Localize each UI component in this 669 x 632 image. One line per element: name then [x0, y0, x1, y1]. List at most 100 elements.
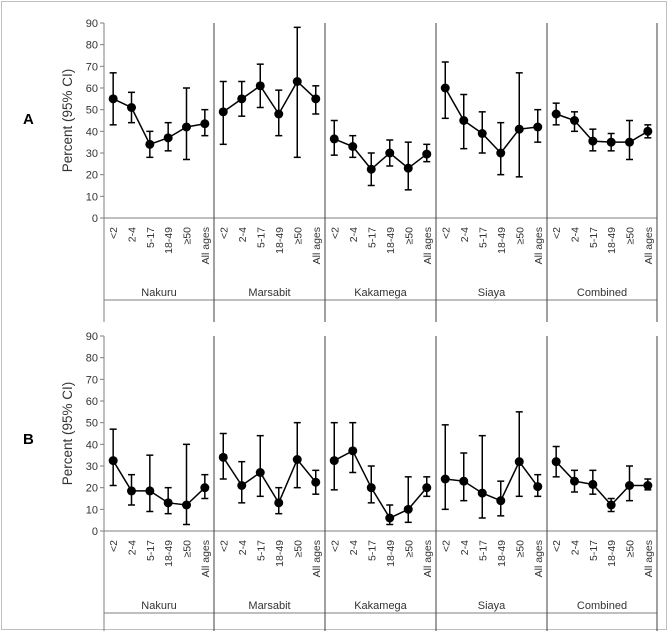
category-label: 5-17	[588, 540, 600, 561]
group-combined: <2 2-4 5-17 18-49 ≥50 All ages Combined	[551, 445, 655, 612]
y-axis-title: Percent (95% CI)	[60, 382, 75, 486]
data-point	[385, 148, 395, 158]
series-line	[222, 80, 317, 116]
data-point	[200, 483, 210, 493]
data-point	[145, 139, 155, 149]
category-label: 18-49	[163, 227, 175, 254]
category-label: <2	[551, 227, 563, 239]
site-label: Siaya	[478, 287, 506, 299]
group-marsabit: <2 2-4 5-17 18-49 ≥50 All ages Marsabit	[218, 421, 323, 612]
y-tick-label: 50	[86, 418, 98, 430]
data-point	[570, 476, 579, 486]
category-label: 18-49	[274, 540, 286, 567]
panel-label: A	[23, 111, 34, 128]
category-label: <2	[108, 540, 120, 552]
data-point	[218, 107, 228, 117]
category-label: All ages	[643, 540, 655, 577]
series-line	[112, 98, 205, 146]
category-label: 2-4	[127, 227, 139, 242]
category-label: All ages	[311, 227, 323, 264]
category-label: 5-17	[588, 227, 600, 248]
data-point	[477, 129, 487, 138]
data-point	[182, 500, 191, 510]
data-point	[496, 148, 506, 158]
data-point	[311, 477, 321, 487]
group-kakamega: <2 2-4 5-17 18-49 ≥50 All ages Kakamega	[329, 421, 434, 612]
data-point	[274, 498, 284, 508]
category-label: 18-49	[606, 540, 618, 567]
category-label: 5-17	[255, 540, 267, 561]
data-point	[329, 134, 339, 144]
group-nakuru: <2 2-4 5-17 18-49 ≥50 All ages Nakuru	[108, 428, 212, 612]
y-tick-label: 10	[86, 504, 98, 516]
category-label: All ages	[533, 540, 545, 577]
data-point	[643, 481, 653, 490]
category-label: ≥50	[292, 227, 304, 245]
y-tick-label: 30	[86, 461, 98, 473]
data-point	[570, 116, 579, 125]
site-label: Combined	[577, 287, 627, 299]
category-label: 18-49	[385, 540, 397, 567]
data-point	[625, 137, 634, 147]
y-tick-label: 20	[86, 483, 98, 495]
data-point	[496, 496, 506, 506]
data-point	[182, 122, 191, 132]
site-label: Kakamega	[354, 287, 407, 299]
data-point	[163, 133, 173, 143]
data-point	[459, 116, 469, 125]
data-point	[329, 456, 339, 466]
category-label: ≥50	[403, 540, 415, 558]
data-point	[477, 488, 487, 498]
data-point	[366, 164, 376, 174]
y-tick-label: 70	[86, 61, 98, 73]
data-point	[440, 83, 450, 93]
panel-a: A Percent (95% CI) 0 10 20 30 40 50 60 70 80 90 <2 2-…	[23, 18, 658, 322]
data-point	[255, 81, 265, 91]
category-label: <2	[329, 227, 341, 239]
category-label: ≥50	[292, 540, 304, 558]
y-tick-label: 40	[86, 126, 98, 138]
category-label: 5-17	[477, 540, 489, 561]
data-point	[385, 513, 395, 523]
series-line	[333, 449, 428, 519]
group-marsabit: <2 2-4 5-17 18-49 ≥50 All ages Marsabit	[218, 26, 323, 299]
category-label: 2-4	[570, 540, 582, 555]
category-label: 5-17	[145, 540, 157, 561]
data-point	[403, 504, 413, 514]
data-point	[311, 94, 321, 104]
data-point	[218, 452, 228, 462]
category-label: 5-17	[145, 227, 157, 248]
y-tick-label: 60	[86, 83, 98, 95]
data-point	[274, 109, 284, 119]
data-point	[145, 486, 155, 496]
data-point	[606, 500, 616, 510]
data-point	[514, 124, 524, 134]
category-label: 2-4	[237, 540, 249, 555]
category-label: 5-17	[366, 227, 378, 248]
series-line	[222, 456, 317, 505]
data-point	[366, 483, 376, 493]
site-label: Kakamega	[354, 600, 407, 612]
category-label: 5-17	[255, 227, 267, 248]
data-point	[348, 142, 358, 151]
category-label: <2	[329, 540, 341, 552]
category-label: 18-49	[163, 540, 175, 567]
category-label: 2-4	[127, 540, 139, 555]
data-point	[533, 482, 543, 492]
category-label: 18-49	[496, 540, 508, 567]
data-point	[255, 468, 265, 477]
category-label: 2-4	[348, 540, 360, 555]
data-point	[163, 498, 173, 508]
panel-b: B Percent (95% CI) 0 10 20 30 40 50 60 70 80 90 <2 2-…	[23, 331, 658, 631]
series-line	[444, 87, 538, 155]
category-label: ≥50	[182, 540, 194, 558]
series-line	[112, 460, 206, 506]
data-point	[237, 94, 247, 104]
category-label: 2-4	[348, 227, 360, 242]
data-point	[127, 103, 136, 112]
panel-label: B	[23, 431, 34, 448]
category-label: All ages	[311, 540, 323, 577]
category-label: <2	[440, 540, 452, 552]
site-label: Siaya	[478, 600, 506, 612]
